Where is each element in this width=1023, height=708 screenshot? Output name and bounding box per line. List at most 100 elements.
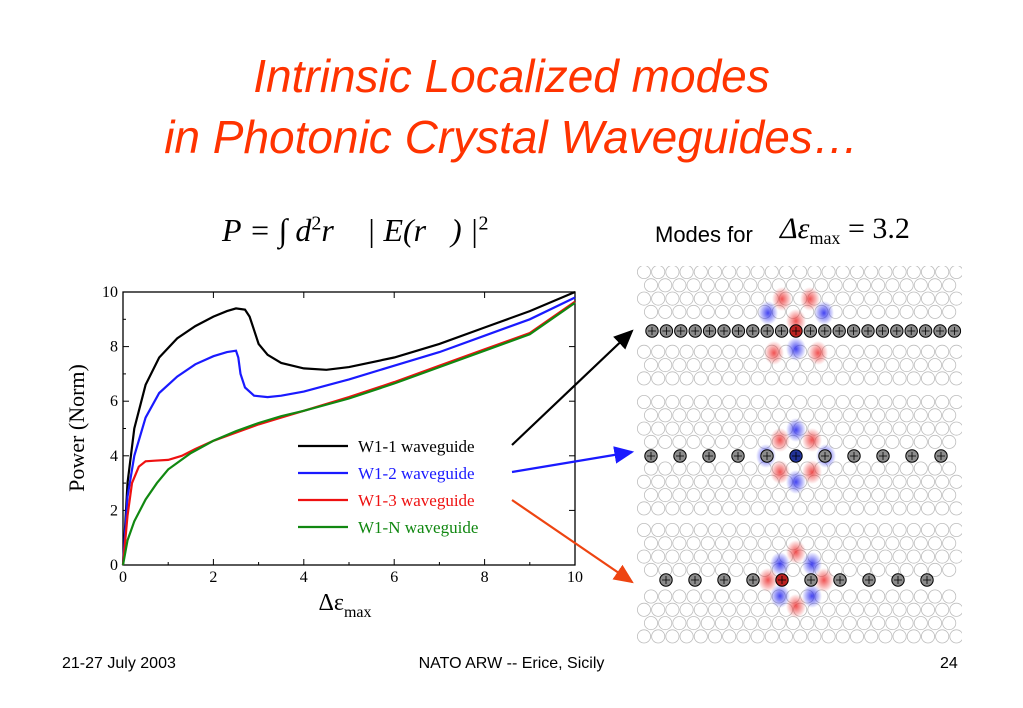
lattice-hole [771,408,786,423]
lattice-hole [949,549,962,564]
lattice-hole [856,589,871,604]
mode-patterns [637,266,962,644]
lattice-hole [892,344,907,359]
y-axis-label: Power (Norm) [64,364,89,492]
y-tick-label: 8 [110,339,118,356]
axis-ticks: 0 2 4 6 8 10 0 2 4 6 8 10 [102,284,583,586]
lattice-hole [736,602,751,617]
footer-event: NATO ARW -- Erice, Sicily [418,655,605,672]
lattice-hole [856,488,871,503]
lattice-hole [849,421,864,436]
lattice-hole [672,304,687,319]
lattice-hole [679,549,694,564]
lattice-hole [878,549,893,564]
lattice-hole [757,408,772,423]
lattice-hole [849,291,864,306]
lattice-hole [736,395,751,409]
lattice-hole [686,304,701,319]
lattice-hole [913,358,928,373]
lattice-hole [665,474,680,489]
lattice-hole [708,501,723,516]
lattice-hole [842,536,857,551]
lattice-hole [743,408,758,423]
lattice-hole [729,589,744,604]
slide-title-line2: in Photonic Crystal Waveguides… [164,111,859,163]
lattice-hole [856,408,871,423]
lattice-hole [722,371,737,386]
lattice-hole [835,371,850,386]
lattice-hole [828,434,843,449]
lattice-hole [871,589,886,604]
field-lobe-red [770,460,790,484]
lattice-hole [743,358,758,373]
lattice-hole [722,344,737,359]
lattice-hole [899,434,914,449]
lattice-hole [665,266,680,279]
lattice-hole [700,616,715,631]
lattice-hole [750,523,765,537]
lattice-hole [807,266,822,279]
lattice-hole [651,523,666,537]
lattice-hole [693,629,708,644]
lattice-hole [729,488,744,503]
series-lines [121,290,576,566]
rod-cross [763,327,772,335]
lattice-hole [935,501,950,516]
lattice-hole [665,344,680,359]
lattice-hole [864,344,879,359]
lattice-hole [715,278,730,293]
lattice-hole [949,266,962,279]
lattice-hole [949,523,962,537]
lattice-hole [849,474,864,489]
lattice-hole [949,602,962,617]
lattice-hole [708,549,723,564]
rod-cross [676,327,685,335]
lattice-hole [942,562,957,577]
lattice-hole [885,536,900,551]
lattice-hole [892,523,907,537]
lattice-hole [793,629,808,644]
lattice-hole [871,488,886,503]
lattice-hole [814,616,829,631]
field-lobe-red [758,568,778,592]
y-tick-label: 10 [102,284,118,301]
lattice-hole [736,523,751,537]
lattice-hole [665,395,680,409]
lattice-hole [864,266,879,279]
lattice-hole [942,488,957,503]
lattice-hole [913,408,928,423]
lattice-hole [700,278,715,293]
lattice-hole [757,278,772,293]
lattice-hole [644,589,658,604]
field-lobe-blue [802,552,822,576]
lattice-hole [764,266,779,279]
lattice-hole [750,602,765,617]
chart-legend: W1-1 waveguide W1-2 waveguide W1-3 wavegui… [298,437,478,537]
field-lobe-red [814,568,834,592]
lattice-hole [927,562,942,577]
lattice-hole [821,371,836,386]
rod-cross [648,327,656,335]
x-tick-label: 8 [481,569,489,586]
lattice-hole [722,549,737,564]
rod-cross [763,452,771,460]
lattice-hole [892,291,907,306]
rod-cross [748,327,757,335]
lattice-hole [708,602,723,617]
lattice-hole [785,278,800,293]
y-tick-label: 4 [110,448,118,465]
lattice-hole [658,358,673,373]
lattice-hole [764,371,779,386]
rod-cross [850,452,858,460]
lattice-hole [849,371,864,386]
lattice-hole [722,474,737,489]
field-lobe-red [808,341,828,365]
lattice-hole [864,602,879,617]
lattice-hole [722,266,737,279]
formula-integral: = ∫ d [240,212,312,248]
lattice-hole [693,371,708,386]
lattice-hole [949,629,962,644]
lattice-hole [849,395,864,409]
lattice-hole [637,371,651,386]
lattice-hole [913,278,928,293]
